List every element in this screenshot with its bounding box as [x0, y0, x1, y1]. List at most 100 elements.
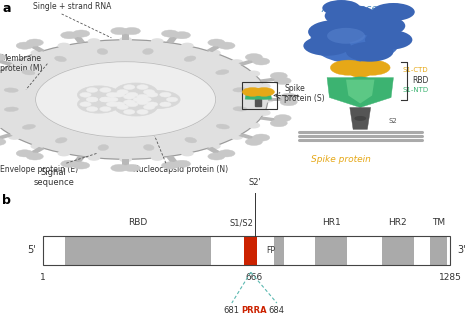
Text: S2': S2' [248, 178, 261, 187]
Bar [283, 236, 315, 265]
Circle shape [86, 97, 98, 102]
Circle shape [133, 97, 145, 102]
Polygon shape [73, 36, 85, 43]
Text: b: b [2, 194, 11, 207]
Bar [447, 236, 450, 265]
Circle shape [274, 77, 291, 84]
Polygon shape [350, 108, 371, 129]
Circle shape [100, 97, 111, 102]
Text: S1-CTD: S1-CTD [403, 67, 428, 73]
Circle shape [248, 71, 259, 76]
Ellipse shape [98, 144, 109, 151]
Text: Envelope protein (E): Envelope protein (E) [0, 165, 78, 174]
Text: PRRA: PRRA [242, 306, 267, 315]
Circle shape [270, 72, 287, 79]
Polygon shape [260, 78, 276, 82]
Circle shape [182, 43, 193, 48]
Circle shape [77, 86, 120, 104]
Circle shape [31, 50, 43, 55]
Circle shape [88, 39, 100, 44]
Circle shape [346, 42, 393, 62]
Circle shape [146, 102, 158, 107]
Circle shape [353, 15, 405, 37]
Text: HR2: HR2 [389, 218, 407, 227]
Circle shape [117, 105, 128, 109]
Circle shape [303, 36, 351, 56]
Polygon shape [206, 45, 221, 52]
Circle shape [327, 28, 365, 44]
Circle shape [248, 123, 259, 128]
Text: a: a [2, 2, 11, 15]
Bar [64, 236, 210, 265]
Circle shape [137, 85, 148, 90]
Circle shape [162, 30, 179, 37]
Circle shape [124, 100, 135, 105]
Circle shape [152, 39, 163, 44]
Text: Single + strand RNA: Single + strand RNA [33, 2, 111, 11]
Circle shape [270, 120, 287, 127]
Circle shape [280, 99, 297, 106]
Bar [274, 236, 283, 265]
Polygon shape [238, 133, 255, 140]
Polygon shape [166, 36, 178, 43]
Text: 3': 3' [457, 245, 466, 256]
Polygon shape [122, 33, 129, 40]
Circle shape [73, 30, 90, 37]
Circle shape [330, 60, 366, 75]
Circle shape [0, 40, 268, 159]
Circle shape [58, 151, 70, 156]
Circle shape [88, 155, 100, 160]
Polygon shape [245, 94, 272, 100]
Polygon shape [327, 78, 393, 108]
Circle shape [372, 3, 415, 21]
Text: 1285: 1285 [439, 273, 462, 282]
Polygon shape [0, 59, 13, 66]
Circle shape [61, 32, 78, 39]
Circle shape [0, 123, 3, 128]
Polygon shape [0, 133, 13, 140]
Ellipse shape [216, 70, 229, 74]
Bar [210, 236, 244, 265]
Ellipse shape [351, 77, 370, 82]
Bar [242, 82, 277, 109]
Circle shape [115, 98, 157, 116]
Circle shape [144, 105, 155, 109]
Circle shape [80, 102, 91, 107]
Text: 1: 1 [40, 273, 46, 282]
Bar [43, 236, 450, 265]
Circle shape [208, 39, 225, 46]
Circle shape [106, 102, 118, 107]
Text: Spike protein: Spike protein [311, 155, 371, 164]
Circle shape [0, 138, 6, 145]
Circle shape [209, 50, 220, 55]
Ellipse shape [97, 48, 108, 55]
Bar [315, 236, 347, 265]
Circle shape [274, 115, 291, 122]
Circle shape [106, 92, 118, 97]
Circle shape [262, 97, 273, 102]
Ellipse shape [233, 88, 247, 92]
Circle shape [80, 92, 91, 97]
Circle shape [58, 43, 70, 48]
Polygon shape [260, 117, 276, 121]
Polygon shape [122, 159, 129, 166]
Circle shape [231, 60, 243, 65]
Circle shape [9, 134, 20, 139]
Ellipse shape [348, 66, 372, 78]
Ellipse shape [55, 138, 67, 143]
Circle shape [137, 100, 148, 105]
Text: 666: 666 [245, 273, 263, 282]
Text: 5': 5' [27, 245, 36, 256]
Circle shape [173, 32, 191, 39]
Text: Spike
protein (S): Spike protein (S) [284, 84, 325, 103]
Circle shape [113, 102, 125, 107]
Text: S1/S2: S1/S2 [230, 218, 254, 227]
Circle shape [137, 109, 148, 114]
Polygon shape [346, 80, 374, 103]
Circle shape [166, 97, 178, 102]
Ellipse shape [4, 88, 18, 92]
Polygon shape [206, 147, 221, 154]
Circle shape [100, 97, 111, 102]
Ellipse shape [184, 56, 196, 61]
Circle shape [258, 110, 270, 115]
